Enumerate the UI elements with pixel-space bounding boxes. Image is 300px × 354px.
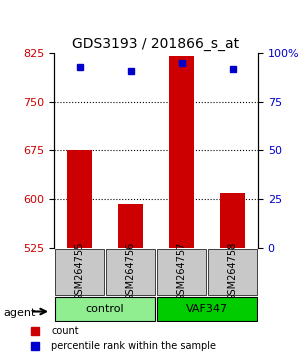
FancyBboxPatch shape xyxy=(157,249,206,295)
Text: GSM264757: GSM264757 xyxy=(176,242,187,301)
Title: GDS3193 / 201866_s_at: GDS3193 / 201866_s_at xyxy=(72,37,240,51)
Text: percentile rank within the sample: percentile rank within the sample xyxy=(51,342,216,352)
Bar xyxy=(169,56,194,248)
FancyBboxPatch shape xyxy=(55,249,104,295)
Text: count: count xyxy=(51,326,79,336)
FancyBboxPatch shape xyxy=(55,297,155,321)
Text: GSM264755: GSM264755 xyxy=(74,242,85,301)
Text: VAF347: VAF347 xyxy=(186,304,228,314)
Text: GSM264756: GSM264756 xyxy=(125,242,136,301)
Bar xyxy=(220,193,245,248)
FancyBboxPatch shape xyxy=(208,249,257,295)
Text: control: control xyxy=(86,304,124,314)
FancyBboxPatch shape xyxy=(106,249,155,295)
Text: GSM264758: GSM264758 xyxy=(227,242,238,301)
Text: agent: agent xyxy=(3,308,35,318)
FancyBboxPatch shape xyxy=(157,297,257,321)
Bar xyxy=(118,204,143,248)
Bar xyxy=(67,150,92,248)
